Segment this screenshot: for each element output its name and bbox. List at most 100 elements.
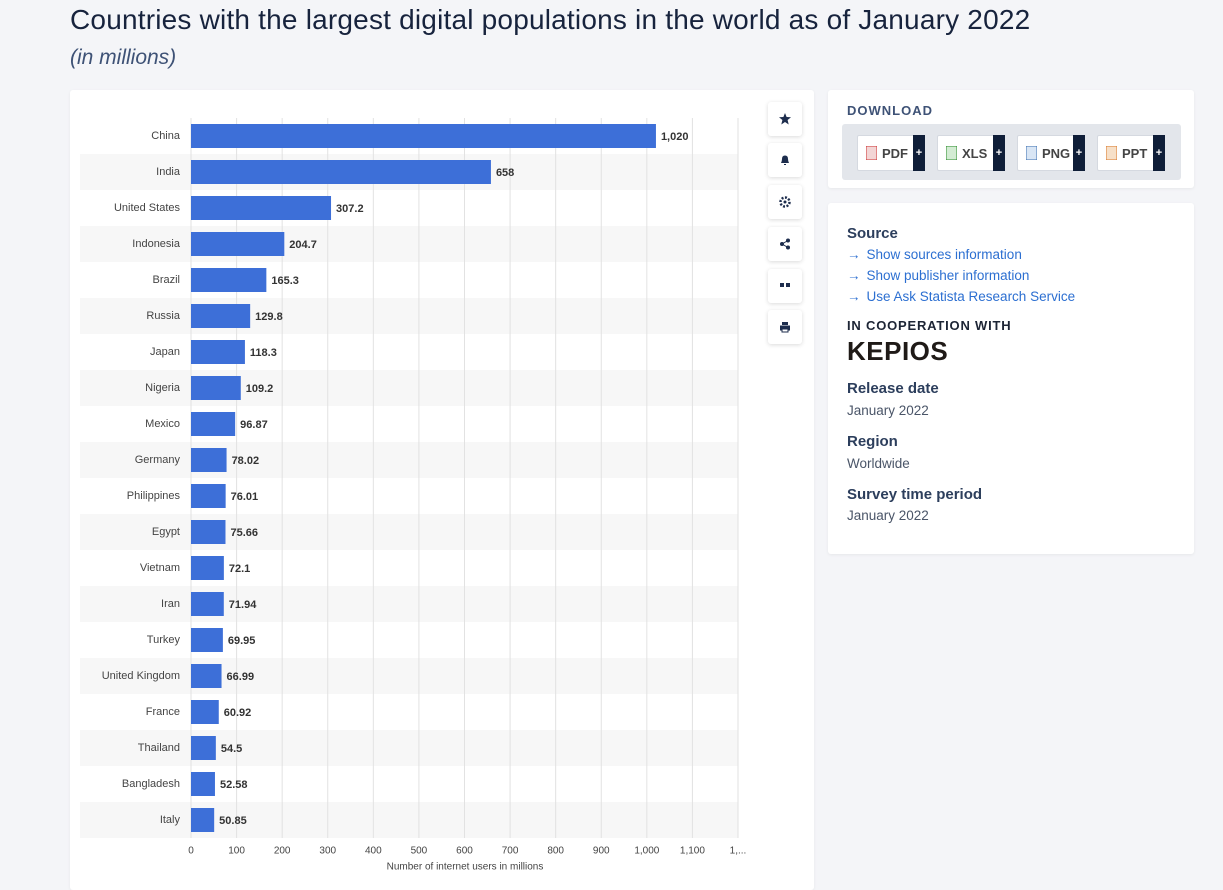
plus[interactable]: + xyxy=(1153,135,1165,171)
x-tick-label: 1,... xyxy=(730,846,747,857)
bar xyxy=(191,196,332,220)
bar xyxy=(191,772,215,796)
release-date: January 2022 xyxy=(847,403,929,418)
value-label: 165.3 xyxy=(271,275,299,287)
row-stripe xyxy=(80,730,738,766)
value-label: 72.1 xyxy=(229,563,250,575)
bar xyxy=(191,484,226,508)
y-tick-label: China xyxy=(151,130,181,142)
cite-button[interactable] xyxy=(768,269,802,303)
value-label: 52.58 xyxy=(220,779,248,791)
partner-logo: KEPIOS xyxy=(847,336,949,366)
y-tick-label: Nigeria xyxy=(145,382,181,394)
chart: 0 100 200 300 400 500 600 700 800 900 1,000 1,100 1,… xyxy=(80,118,747,873)
value-label: 69.95 xyxy=(228,635,256,647)
value-label: 60.92 xyxy=(224,707,252,719)
bar xyxy=(191,268,267,292)
value-label: 78.02 xyxy=(232,455,260,467)
value-label: 1,020 xyxy=(661,131,689,143)
bar xyxy=(191,340,245,364)
x-tick-label: 900 xyxy=(593,846,610,857)
x-tick-label: 600 xyxy=(456,846,473,857)
format-label: XLS xyxy=(962,145,988,161)
format-label: PDF xyxy=(882,145,908,161)
survey-title: Survey time period xyxy=(847,486,983,503)
alert-button[interactable] xyxy=(768,143,802,177)
y-tick-label: Thailand xyxy=(138,742,180,754)
y-tick-label: Indonesia xyxy=(132,238,181,250)
bar xyxy=(191,808,215,832)
y-tick-label: Italy xyxy=(160,814,181,826)
xls-button[interactable]: XLS + xyxy=(937,135,1005,171)
x-tick-label: 200 xyxy=(274,846,291,857)
page-subtitle: (in millions) xyxy=(70,46,177,69)
value-label: 204.7 xyxy=(289,239,317,251)
y-tick-label: Germany xyxy=(135,454,181,466)
bar xyxy=(191,124,656,148)
value-label: 50.85 xyxy=(219,815,247,827)
y-tick-label: France xyxy=(146,706,180,718)
print-button[interactable] xyxy=(768,310,802,344)
bar xyxy=(191,556,224,580)
bar xyxy=(191,664,222,688)
pdf-button[interactable]: PDF + xyxy=(857,135,925,171)
row-stripe xyxy=(80,586,738,622)
value-label: 307.2 xyxy=(336,203,364,215)
bar xyxy=(191,160,491,184)
y-tick-label: Iran xyxy=(161,598,180,610)
row-stripe xyxy=(80,442,738,478)
bar xyxy=(191,736,216,760)
bar xyxy=(191,700,219,724)
x-tick-label: 700 xyxy=(502,846,519,857)
y-tick-label: Egypt xyxy=(152,526,180,538)
row-stripe xyxy=(80,370,738,406)
region: Worldwide xyxy=(847,456,910,471)
favorite-button[interactable] xyxy=(768,102,802,136)
ppt-button[interactable]: PPT + xyxy=(1097,135,1165,171)
value-label: 109.2 xyxy=(246,383,274,395)
row-stripe xyxy=(80,802,738,838)
x-tick-label: 500 xyxy=(411,846,428,857)
bar xyxy=(191,592,224,616)
link[interactable]: Use Ask Statista Research Service xyxy=(847,289,1076,304)
png-button[interactable]: PNG + xyxy=(1017,135,1085,171)
x-tick-label: 100 xyxy=(228,846,245,857)
settings-button[interactable] xyxy=(768,185,802,219)
plus[interactable]: + xyxy=(913,135,925,171)
y-tick-label: Vietnam xyxy=(140,562,180,574)
x-tick-label: 1,100 xyxy=(680,846,705,857)
share-button[interactable] xyxy=(768,227,802,261)
bar xyxy=(191,232,285,256)
bar xyxy=(191,628,223,652)
y-tick-label: Bangladesh xyxy=(122,778,180,790)
y-tick-label: Russia xyxy=(146,310,181,322)
value-label: 71.94 xyxy=(229,599,257,611)
value-label: 66.99 xyxy=(227,671,255,683)
row-stripe xyxy=(80,298,738,334)
page-title: Countries with the largest digital popul… xyxy=(70,4,1031,35)
row-stripe xyxy=(80,514,738,550)
y-tick-label: Mexico xyxy=(145,418,180,430)
value-label: 129.8 xyxy=(255,311,283,323)
x-tick-label: 1,000 xyxy=(634,846,659,857)
format-label: PPT xyxy=(1122,145,1148,161)
y-tick-label: United States xyxy=(114,202,181,214)
bar xyxy=(191,448,227,472)
y-tick-label: Brazil xyxy=(152,274,180,286)
y-tick-label: Philippines xyxy=(127,490,181,502)
x-tick-label: 800 xyxy=(547,846,564,857)
bar xyxy=(191,304,251,328)
region-title: Region xyxy=(847,433,898,450)
link[interactable]: Show publisher information xyxy=(847,268,1030,283)
release-date-title: Release date xyxy=(847,380,939,397)
row-stripe xyxy=(80,226,738,262)
value-label: 118.3 xyxy=(250,347,277,359)
plus[interactable]: + xyxy=(993,135,1005,171)
bar xyxy=(191,520,226,544)
bar xyxy=(191,376,241,400)
row-stripe xyxy=(80,658,738,694)
link[interactable]: Show sources information xyxy=(847,247,1022,262)
y-tick-label: United Kingdom xyxy=(102,670,180,682)
plus[interactable]: + xyxy=(1073,135,1085,171)
